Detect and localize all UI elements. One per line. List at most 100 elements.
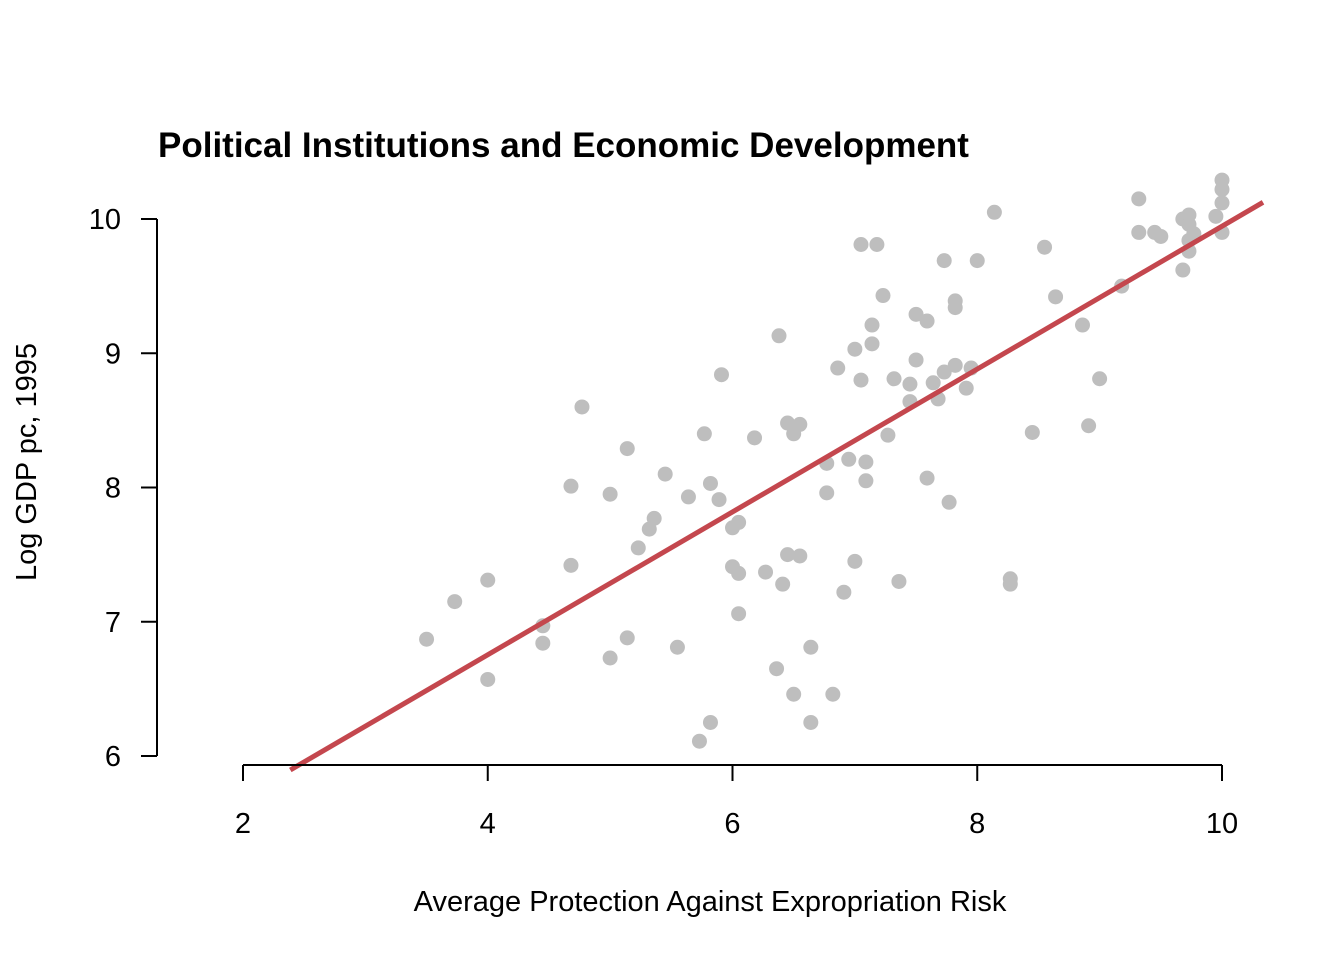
data-point — [480, 671, 496, 687]
y-tick-label: 6 — [105, 741, 121, 773]
data-point — [819, 485, 835, 501]
data-point — [925, 375, 941, 391]
y-axis-label: Log GDP pc, 1995 — [11, 343, 43, 581]
data-point — [803, 714, 819, 730]
data-point — [891, 573, 907, 589]
data-point — [758, 564, 774, 580]
data-point — [419, 631, 435, 647]
data-point — [769, 661, 785, 677]
data-point — [936, 253, 952, 269]
data-point — [1092, 371, 1108, 387]
x-tick-label: 6 — [724, 808, 740, 840]
data-point — [803, 639, 819, 655]
data-point — [1186, 226, 1202, 242]
data-point — [574, 399, 590, 415]
data-point — [969, 253, 985, 269]
data-point — [713, 367, 729, 383]
data-point — [680, 489, 696, 505]
data-point — [1048, 289, 1064, 305]
data-point — [535, 635, 551, 651]
x-tick-label: 8 — [969, 808, 985, 840]
data-point — [986, 204, 1002, 220]
data-point — [563, 478, 579, 494]
data-point — [619, 630, 635, 646]
data-point — [1081, 418, 1097, 434]
data-point — [919, 470, 935, 486]
y-tick-label: 7 — [105, 607, 121, 639]
x-tick-label: 4 — [480, 808, 496, 840]
data-point — [731, 606, 747, 622]
data-point — [1131, 191, 1147, 207]
data-point — [711, 492, 727, 508]
data-point — [657, 466, 673, 482]
y-tick-label: 8 — [105, 473, 121, 505]
data-point — [847, 553, 863, 569]
chart-title: Political Institutions and Economic Deve… — [158, 126, 969, 165]
data-point — [702, 475, 718, 491]
data-point — [1214, 181, 1230, 197]
data-point — [941, 494, 957, 510]
data-point — [880, 427, 896, 443]
data-point — [731, 565, 747, 581]
x-tick-label: 2 — [235, 808, 251, 840]
data-point — [864, 336, 880, 352]
data-point — [480, 572, 496, 588]
data-point — [792, 548, 808, 564]
data-point — [875, 288, 891, 304]
data-point — [602, 650, 618, 666]
data-point — [563, 557, 579, 573]
data-point — [1153, 228, 1169, 244]
points-layer — [419, 172, 1230, 749]
data-point — [1037, 239, 1053, 255]
data-point — [958, 380, 974, 396]
data-point — [602, 486, 618, 502]
y-axis: 6 7 8 9 10 — [89, 204, 158, 773]
data-point — [858, 454, 874, 470]
data-point — [853, 237, 869, 253]
x-axis-label: Average Protection Against Expropriation… — [414, 886, 1007, 918]
data-point — [775, 576, 791, 592]
data-point — [1175, 262, 1191, 278]
data-point — [836, 584, 852, 600]
data-point — [702, 714, 718, 730]
data-point — [447, 594, 463, 610]
data-point — [886, 371, 902, 387]
data-point — [919, 313, 935, 329]
data-point — [646, 510, 662, 526]
data-point — [864, 317, 880, 333]
data-point — [1002, 576, 1018, 592]
data-point — [847, 341, 863, 357]
data-point — [841, 451, 857, 467]
x-axis: 2 4 6 8 10 — [235, 764, 1238, 840]
data-point — [731, 514, 747, 530]
regression-line — [289, 200, 1265, 773]
data-point — [869, 237, 885, 253]
x-tick-label: 10 — [1206, 808, 1238, 840]
data-point — [858, 473, 874, 489]
data-point — [771, 328, 787, 344]
data-point — [630, 540, 646, 556]
data-point — [792, 416, 808, 432]
data-point — [908, 306, 924, 322]
data-point — [1208, 208, 1224, 224]
data-point — [936, 364, 952, 380]
data-point — [780, 547, 796, 563]
data-point — [947, 300, 963, 316]
data-point — [947, 357, 963, 373]
data-point — [908, 352, 924, 368]
data-point — [696, 426, 712, 442]
y-tick-label: 9 — [105, 338, 121, 370]
data-point — [902, 376, 918, 392]
fit-layer — [289, 200, 1265, 773]
data-point — [691, 733, 707, 749]
data-point — [669, 639, 685, 655]
data-point — [1131, 224, 1147, 240]
data-point — [1214, 195, 1230, 211]
data-point — [830, 360, 846, 376]
data-point — [853, 372, 869, 388]
data-point — [619, 441, 635, 457]
data-point — [1024, 424, 1040, 440]
data-point — [1074, 317, 1090, 333]
y-tick-label: 10 — [89, 204, 121, 236]
